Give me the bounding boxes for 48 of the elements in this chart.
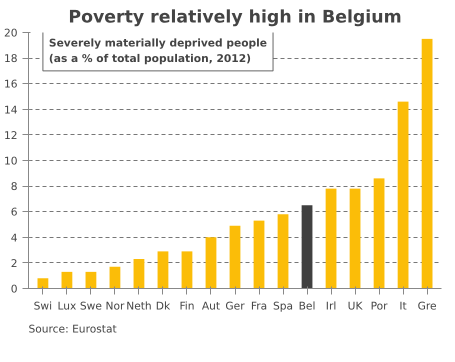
y-tick-label: 14: [4, 103, 18, 116]
y-tick-label: 8: [10, 180, 18, 194]
x-tick-label: Nor: [106, 300, 125, 312]
bar: [422, 38, 432, 288]
source-note: Source: Eurostat: [28, 322, 117, 336]
bar: [326, 188, 336, 288]
x-tick-label: Dk: [156, 300, 171, 312]
x-tick-label: Por: [370, 300, 388, 312]
y-tick-label: 18: [4, 52, 18, 66]
x-tick-label: Neth: [126, 300, 152, 312]
bar: [230, 226, 240, 288]
x-tick-label: Gre: [418, 300, 437, 312]
bar: [374, 178, 384, 288]
y-tick-label: 20: [4, 26, 18, 40]
bar: [38, 278, 48, 288]
x-tick-label: Swi: [34, 300, 52, 312]
y-tick-label: 4: [10, 231, 18, 244]
x-tick-label: Bel: [298, 300, 316, 312]
bar: [350, 188, 360, 288]
x-tick-label: Spa: [272, 300, 294, 312]
bar: [62, 272, 72, 288]
x-tick-label: Lux: [58, 300, 76, 312]
y-tick-label: 12: [4, 128, 18, 142]
bar: [134, 259, 144, 288]
y-tick-label: 0: [10, 282, 18, 296]
y-tick-label: 6: [10, 206, 18, 219]
y-tick-label: 2: [10, 256, 18, 270]
bar: [302, 205, 312, 288]
bar: [254, 220, 264, 288]
x-tick-label: UK: [348, 300, 364, 312]
x-tick-label: Aut: [202, 300, 220, 312]
chart-title: Poverty relatively high in Belgium: [68, 8, 402, 28]
x-tick-label: Ger: [225, 300, 246, 312]
bar: [278, 214, 288, 288]
x-tick-label: Swe: [80, 300, 102, 312]
x-tick-label: Fra: [250, 300, 268, 312]
x-tick-label: It: [399, 300, 407, 312]
annotation: Severely materially deprived people (as a % of total population, 2012): [48, 36, 268, 65]
bar: [86, 272, 96, 288]
y-tick-label: 16: [4, 78, 18, 91]
y-tick-label: 10: [4, 154, 18, 168]
x-tick-label: Irl: [326, 300, 336, 312]
bar: [158, 251, 168, 288]
bar: [182, 251, 192, 288]
bar: [110, 266, 120, 288]
x-tick-label: Fin: [179, 300, 195, 312]
bar: [398, 102, 408, 288]
bar: [206, 237, 216, 288]
